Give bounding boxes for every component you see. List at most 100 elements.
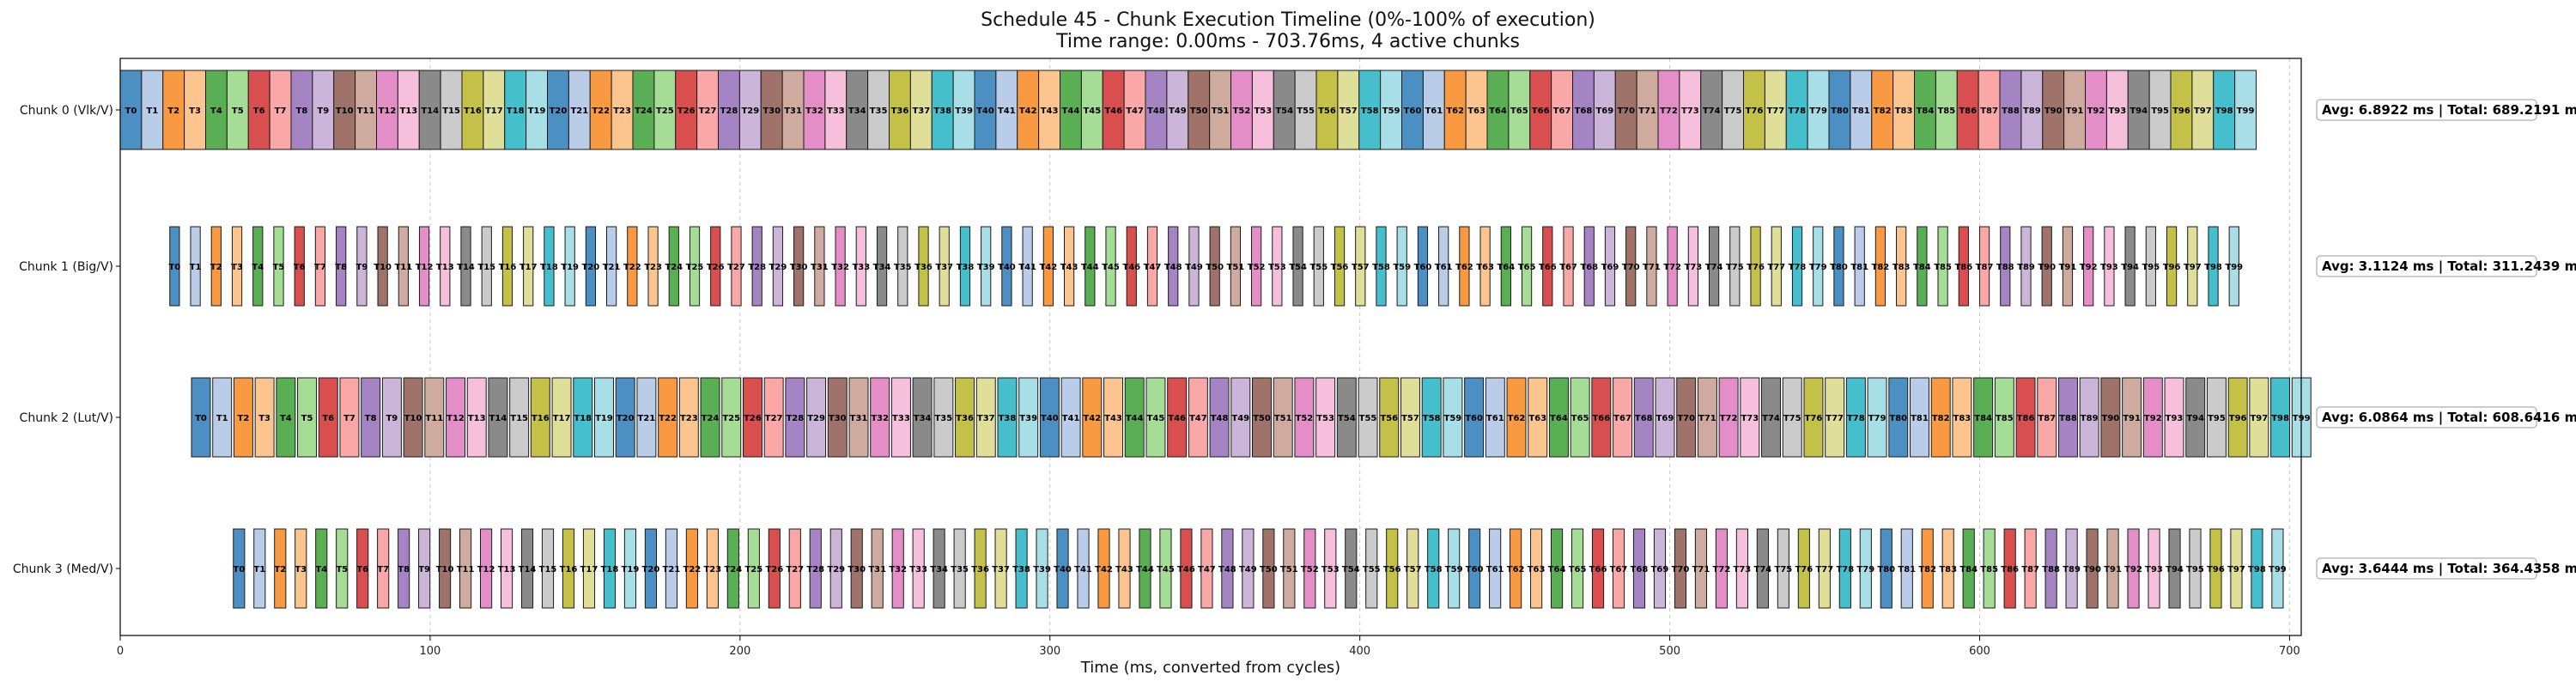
task-label: T21 bbox=[638, 414, 656, 423]
task-bar bbox=[2003, 528, 2016, 609]
task-bar bbox=[1632, 528, 1646, 609]
task-bar bbox=[1479, 226, 1491, 307]
task-label: T49 bbox=[1231, 414, 1249, 423]
task-bar bbox=[1914, 70, 1936, 150]
plot-frame bbox=[119, 58, 2302, 636]
task-bar bbox=[1551, 528, 1564, 609]
task-bar bbox=[1230, 70, 1253, 150]
task-label: T91 bbox=[2123, 414, 2141, 423]
task-bar bbox=[1485, 377, 1505, 458]
task-bar bbox=[1060, 70, 1082, 150]
task-label: T75 bbox=[1724, 106, 1742, 116]
task-bar bbox=[162, 70, 185, 150]
task-label: T19 bbox=[561, 263, 579, 272]
task-label: T90 bbox=[2083, 565, 2101, 575]
task-label: T50 bbox=[1206, 263, 1224, 272]
task-bar bbox=[1854, 226, 1865, 307]
task-bar bbox=[668, 226, 679, 307]
task-label: T44 bbox=[1136, 565, 1154, 575]
task-bar bbox=[1080, 70, 1103, 150]
task-bar bbox=[1262, 528, 1275, 609]
task-bar bbox=[918, 226, 929, 307]
task-bar bbox=[1313, 226, 1324, 307]
task-bar bbox=[1060, 377, 1081, 458]
task-label: T71 bbox=[1643, 263, 1661, 272]
task-label: T27 bbox=[786, 565, 804, 575]
task-bar bbox=[233, 528, 246, 609]
task-label: T71 bbox=[1698, 414, 1716, 423]
task-label: T58 bbox=[1361, 106, 1379, 116]
task-bar bbox=[1159, 528, 1172, 609]
task-bar bbox=[1139, 528, 1151, 609]
task-bar bbox=[2122, 377, 2142, 458]
task-bar bbox=[2191, 70, 2215, 150]
task-label: T13 bbox=[468, 414, 486, 423]
task-bar bbox=[1345, 528, 1358, 609]
task-bar bbox=[1097, 528, 1110, 609]
task-label: T95 bbox=[2142, 263, 2160, 272]
task-bar bbox=[952, 70, 975, 150]
task-bar bbox=[1464, 377, 1485, 458]
task-label: T23 bbox=[680, 414, 698, 423]
task-label: T97 bbox=[2184, 263, 2202, 272]
task-bar bbox=[742, 377, 762, 458]
task-label: T12 bbox=[447, 414, 465, 423]
task-label: T77 bbox=[1815, 565, 1833, 575]
task-label: T79 bbox=[1856, 565, 1874, 575]
task-label: T35 bbox=[894, 263, 912, 272]
task-bar bbox=[1888, 377, 1909, 458]
task-label: T69 bbox=[1656, 414, 1674, 423]
task-label: T81 bbox=[1850, 263, 1868, 272]
task-label: T96 bbox=[2172, 106, 2190, 116]
task-bar bbox=[1401, 70, 1424, 150]
task-bar bbox=[1956, 70, 1979, 150]
x-tick-label: 200 bbox=[729, 645, 750, 658]
task-label: T10 bbox=[436, 565, 454, 575]
task-label: T58 bbox=[1425, 565, 1443, 575]
task-label: T92 bbox=[2124, 565, 2142, 575]
task-bar bbox=[2127, 70, 2150, 150]
task-bar bbox=[1633, 377, 1654, 458]
task-label: T11 bbox=[425, 414, 443, 423]
task-bar bbox=[721, 377, 742, 458]
task-bar bbox=[1697, 377, 1717, 458]
task-bar bbox=[665, 528, 677, 609]
task-bar bbox=[2189, 528, 2202, 609]
task-label: T21 bbox=[570, 106, 588, 116]
task-bar bbox=[2063, 70, 2087, 150]
task-label: T36 bbox=[971, 565, 989, 575]
task-label: T73 bbox=[1681, 106, 1699, 116]
task-bar bbox=[1145, 377, 1166, 458]
x-tick-label: 100 bbox=[420, 645, 441, 658]
task-bar bbox=[1510, 528, 1522, 609]
task-bar bbox=[809, 528, 822, 609]
task-label: T72 bbox=[1713, 565, 1731, 575]
task-label: T80 bbox=[1889, 414, 1907, 423]
task-bar bbox=[339, 377, 360, 458]
task-label: T30 bbox=[829, 414, 847, 423]
task-label: T16 bbox=[560, 565, 578, 575]
task-bar bbox=[997, 377, 1018, 458]
task-label: T22 bbox=[659, 414, 677, 423]
task-label: T24 bbox=[665, 263, 683, 272]
task-bar bbox=[912, 377, 933, 458]
task-bar bbox=[1937, 226, 1948, 307]
task-label: T49 bbox=[1185, 263, 1203, 272]
task-label: T19 bbox=[622, 565, 640, 575]
task-bar bbox=[2164, 377, 2184, 458]
task-label: T89 bbox=[2017, 263, 2035, 272]
task-label: T16 bbox=[464, 106, 482, 116]
task-label: T90 bbox=[2038, 263, 2056, 272]
task-bar bbox=[210, 226, 222, 307]
task-bar bbox=[1625, 226, 1637, 307]
task-label: T98 bbox=[2204, 263, 2222, 272]
task-label: T63 bbox=[1528, 565, 1546, 575]
task-label: T59 bbox=[1382, 106, 1400, 116]
task-bar bbox=[2213, 70, 2236, 150]
task-label: T73 bbox=[1741, 414, 1759, 423]
task-bar bbox=[1813, 226, 1824, 307]
task-label: T67 bbox=[1559, 263, 1577, 272]
chunk-stats: Avg: 6.0864 ms | Total: 608.6416 ms bbox=[2322, 410, 2576, 426]
task-label: T47 bbox=[1198, 565, 1216, 575]
task-label: T67 bbox=[1613, 414, 1631, 423]
